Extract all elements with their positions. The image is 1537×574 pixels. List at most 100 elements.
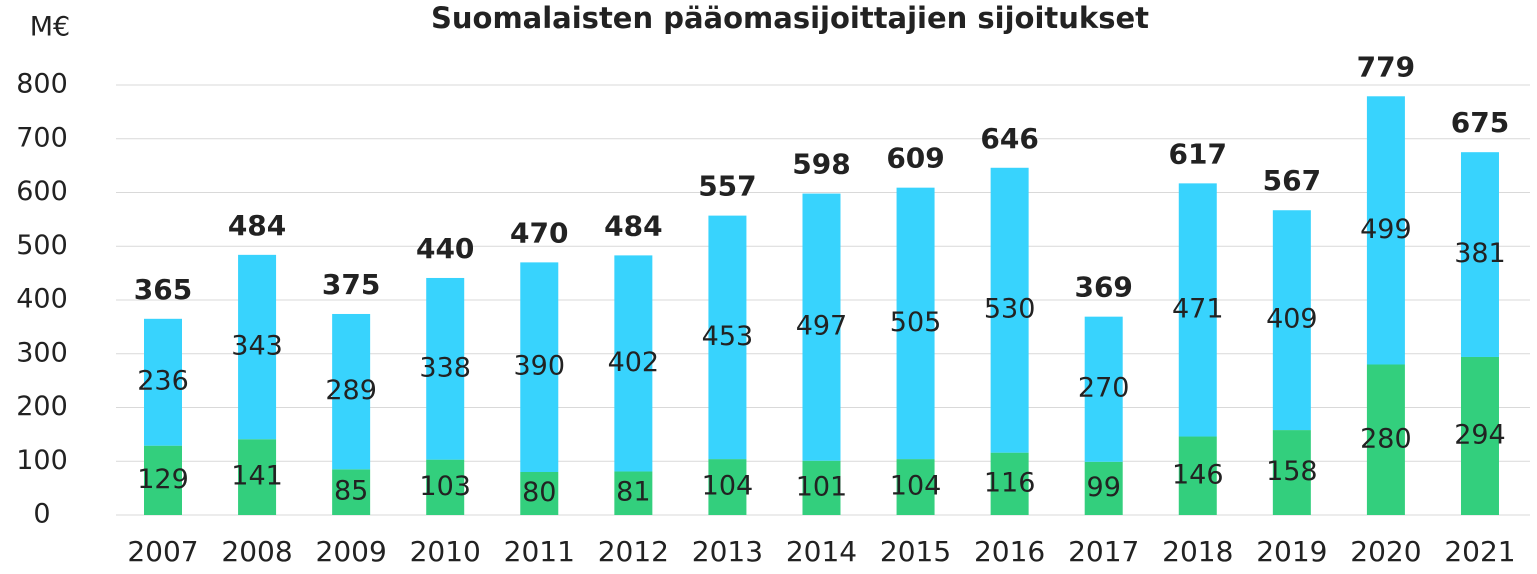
data-label: 530 (984, 294, 1036, 325)
bar-segment (1460, 152, 1499, 357)
data-label: 505 (890, 307, 942, 338)
data-label: 497 (796, 311, 848, 342)
data-label: 294 (1454, 419, 1506, 450)
data-label: 338 (419, 352, 471, 383)
bar-segment (1084, 461, 1123, 515)
total-label: 484 (604, 209, 662, 242)
data-label: 499 (1360, 214, 1412, 245)
total-label: 557 (698, 170, 756, 203)
x-tick-label: 2018 (1162, 535, 1233, 568)
bar-segment (1084, 316, 1123, 462)
data-label: 280 (1360, 423, 1412, 454)
total-label: 779 (1357, 50, 1415, 83)
y-axis-label: M€ (30, 12, 70, 43)
bar-segment (1178, 183, 1217, 437)
total-label: 646 (980, 122, 1038, 155)
data-label: 129 (137, 464, 189, 495)
total-label: 609 (886, 142, 944, 175)
bar-segment (708, 459, 747, 515)
data-label: 104 (890, 471, 942, 502)
total-label: 470 (510, 216, 568, 249)
x-tick-label: 2009 (316, 535, 387, 568)
total-label: 617 (1169, 137, 1227, 170)
bar-segment (1366, 96, 1405, 365)
x-tick-label: 2020 (1350, 535, 1421, 568)
x-tick-label: 2016 (974, 535, 1045, 568)
data-label: 381 (1454, 238, 1506, 269)
x-tick-label: 2019 (1256, 535, 1327, 568)
bar-segment (1178, 436, 1217, 515)
data-label: 343 (231, 331, 283, 362)
x-tick-label: 2008 (221, 535, 292, 568)
total-label: 440 (416, 232, 474, 265)
x-tick-label: 2017 (1068, 535, 1139, 568)
data-label: 81 (616, 477, 650, 508)
bar-segment (144, 445, 182, 515)
x-tick-label: 2010 (410, 535, 481, 568)
data-label: 390 (514, 351, 566, 382)
bar-segment (332, 469, 371, 515)
data-label: 158 (1266, 456, 1318, 487)
bar-segment (990, 167, 1029, 453)
data-label: 85 (334, 476, 368, 507)
y-tick-label: 300 (16, 337, 68, 368)
data-label: 141 (231, 461, 283, 492)
y-tick-label: 200 (16, 391, 68, 422)
x-tick-label: 2007 (127, 535, 198, 568)
bar-segment (1366, 364, 1405, 515)
data-label: 471 (1172, 293, 1224, 324)
data-label: 409 (1266, 304, 1318, 335)
bar-segment (614, 255, 653, 472)
data-label: 99 (1087, 472, 1121, 503)
data-label: 80 (522, 477, 556, 508)
bar-segment (802, 193, 841, 461)
data-label: 236 (137, 366, 189, 397)
data-label: 104 (702, 471, 754, 502)
total-label: 369 (1074, 271, 1132, 304)
bar-segment (238, 439, 277, 515)
bar-segment (896, 187, 935, 460)
bar-segment (1272, 430, 1311, 515)
y-tick-label: 0 (33, 499, 50, 530)
bar-segment (802, 460, 841, 515)
data-label: 402 (608, 347, 660, 378)
total-label: 598 (792, 148, 850, 181)
bar-segment (520, 262, 559, 472)
bar-segment (238, 254, 277, 440)
bar-segment (896, 459, 935, 515)
bar-segment (426, 277, 465, 460)
bar-segment (1272, 210, 1311, 431)
data-label: 103 (419, 471, 471, 502)
y-tick-label: 600 (16, 176, 68, 207)
total-label: 484 (228, 209, 286, 242)
x-tick-label: 2015 (880, 535, 951, 568)
total-label: 567 (1263, 164, 1321, 197)
x-tick-label: 2014 (786, 535, 857, 568)
x-tick-label: 2012 (598, 535, 669, 568)
y-tick-label: 800 (16, 69, 68, 100)
y-tick-label: 500 (16, 230, 68, 261)
bar-segment (1460, 356, 1499, 515)
total-label: 675 (1451, 106, 1509, 139)
data-label: 270 (1078, 373, 1130, 404)
y-tick-label: 400 (16, 284, 68, 315)
data-label: 453 (702, 321, 754, 352)
y-tick-label: 700 (16, 122, 68, 153)
x-tick-label: 2011 (504, 535, 575, 568)
bar-segment (520, 472, 559, 515)
data-label: 101 (796, 471, 848, 502)
total-label: 375 (322, 268, 380, 301)
bar-segment (708, 215, 747, 460)
data-label: 146 (1172, 459, 1224, 490)
x-tick-label: 2021 (1444, 535, 1515, 568)
data-label: 116 (984, 467, 1036, 498)
data-label: 289 (325, 375, 377, 406)
x-tick-label: 2013 (692, 535, 763, 568)
chart-title: Suomalaisten pääomasijoittajien sijoituk… (431, 1, 1149, 35)
bar-segment (990, 452, 1029, 515)
bar-segment (614, 471, 653, 515)
bar-segment (332, 313, 371, 470)
bar-segment (426, 459, 465, 515)
y-tick-label: 100 (16, 445, 68, 476)
bar-segment (144, 318, 182, 446)
